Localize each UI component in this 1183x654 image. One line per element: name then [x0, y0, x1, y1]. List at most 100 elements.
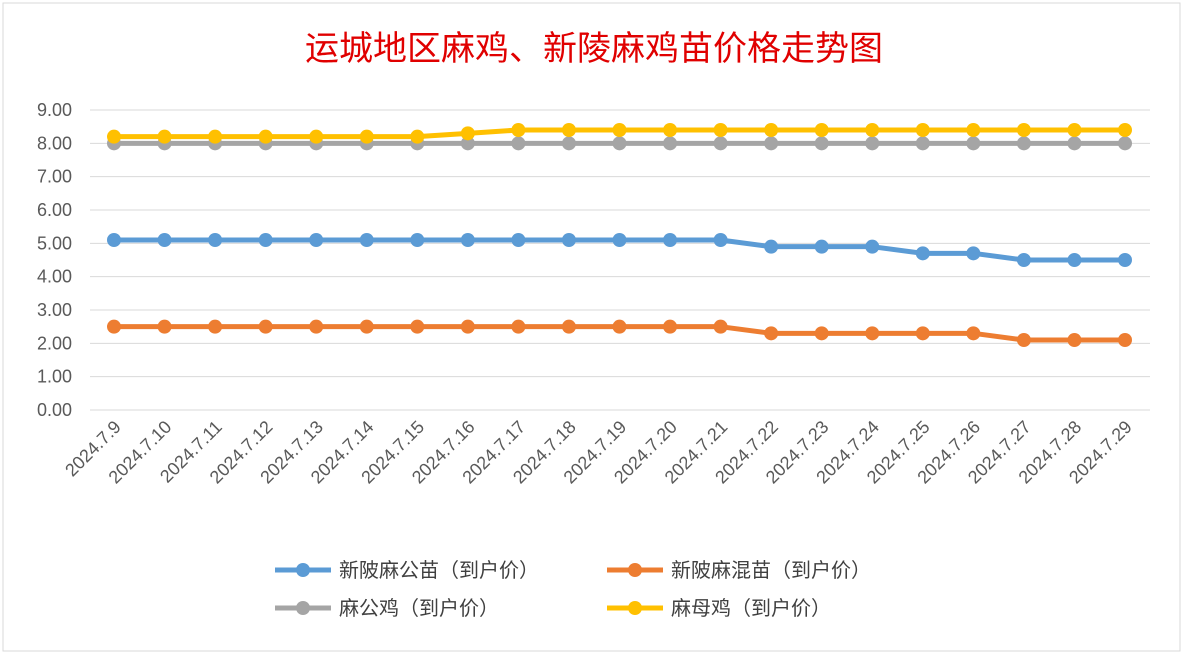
data-point [460, 233, 475, 247]
data-point [663, 233, 678, 247]
data-point [713, 123, 728, 137]
data-point [966, 246, 981, 261]
data-point [663, 136, 678, 151]
data-point [1067, 123, 1082, 137]
data-point [1067, 136, 1082, 151]
legend-label: 麻公鸡（到户价） [339, 596, 499, 620]
data-point [966, 136, 981, 151]
data-point [107, 233, 121, 247]
data-point [612, 233, 627, 247]
data-point [713, 136, 728, 151]
data-point [865, 123, 880, 137]
data-point [1016, 253, 1031, 267]
data-point [561, 123, 576, 137]
data-point [865, 239, 880, 254]
y-tick-label: 4.00 [37, 267, 72, 287]
y-tick-label: 2.00 [37, 333, 72, 353]
data-point [1118, 123, 1132, 137]
series-2 [107, 136, 1132, 151]
legend: 新陂麻公苗（到户价） 新陂麻混苗（到户价） 麻公鸡（到户价） 麻母鸡（到户价） [275, 558, 871, 620]
data-point [966, 123, 981, 137]
y-tick-label: 7.00 [37, 167, 72, 187]
data-point [713, 233, 728, 247]
data-point [814, 326, 829, 341]
data-point [764, 326, 779, 341]
data-point [915, 123, 930, 137]
data-point [1118, 136, 1132, 151]
data-point [814, 239, 829, 254]
data-point [1118, 333, 1132, 347]
data-point [309, 233, 324, 247]
series-0 [107, 233, 1132, 267]
data-point [359, 129, 374, 144]
data-point [208, 129, 223, 144]
y-tick-label: 3.00 [37, 300, 72, 320]
data-point [915, 326, 930, 341]
data-point [157, 319, 172, 334]
legend-label: 新陂麻公苗（到户价） [339, 558, 539, 582]
data-point [713, 319, 728, 334]
data-point [460, 126, 475, 141]
data-point [1067, 333, 1082, 347]
data-point [410, 129, 425, 144]
legend-item: 麻公鸡（到户价） [275, 596, 499, 620]
y-tick-label: 5.00 [37, 233, 72, 253]
legend-item: 麻母鸡（到户价） [607, 596, 831, 620]
data-point [561, 319, 576, 334]
legend-label: 麻母鸡（到户价） [671, 596, 831, 620]
data-point [663, 319, 678, 334]
data-point [915, 246, 930, 261]
data-point [865, 136, 880, 151]
y-tick-label: 0.00 [37, 400, 72, 420]
data-point [309, 129, 324, 144]
data-point [1016, 333, 1031, 347]
y-tick-label: 8.00 [37, 133, 72, 153]
data-point [612, 123, 627, 137]
data-point [561, 233, 576, 247]
chart-title: 运城地区麻鸡、新陵麻鸡苗价格走势图 [305, 29, 883, 69]
data-point [359, 233, 374, 247]
data-point [1016, 123, 1031, 137]
series-1 [107, 319, 1132, 347]
data-point [359, 319, 374, 334]
data-point [966, 326, 981, 341]
data-point [208, 319, 223, 334]
data-point [208, 233, 223, 247]
data-point [511, 136, 526, 151]
data-point [309, 319, 324, 334]
data-point [511, 123, 526, 137]
data-point [157, 129, 172, 144]
data-point [764, 123, 779, 137]
data-point [460, 136, 475, 151]
data-point [258, 319, 273, 334]
legend-item: 新陂麻混苗（到户价） [607, 558, 871, 582]
data-point [410, 233, 425, 247]
legend-marker [296, 563, 310, 577]
data-point [410, 319, 425, 334]
data-point [612, 136, 627, 151]
legend-label: 新陂麻混苗（到户价） [671, 558, 871, 582]
data-point [814, 123, 829, 137]
data-point [764, 239, 779, 254]
data-point [107, 319, 121, 334]
data-point [511, 319, 526, 334]
legend-marker [628, 601, 642, 615]
data-point [561, 136, 576, 151]
data-point [157, 233, 172, 247]
data-point [1016, 136, 1031, 151]
data-point [915, 136, 930, 151]
y-axis-ticks: 0.00 1.00 2.00 3.00 4.00 5.00 6.00 7.00 8.00 9.00 [37, 100, 72, 420]
data-point [612, 319, 627, 334]
data-point [1118, 253, 1132, 267]
data-point [865, 326, 880, 341]
legend-item: 新陂麻公苗（到户价） [275, 558, 539, 582]
legend-marker [296, 601, 310, 615]
y-tick-label: 6.00 [37, 200, 72, 220]
data-point [258, 129, 273, 144]
y-tick-label: 1.00 [37, 367, 72, 387]
data-point [764, 136, 779, 151]
data-point [460, 319, 475, 334]
data-point [814, 136, 829, 151]
